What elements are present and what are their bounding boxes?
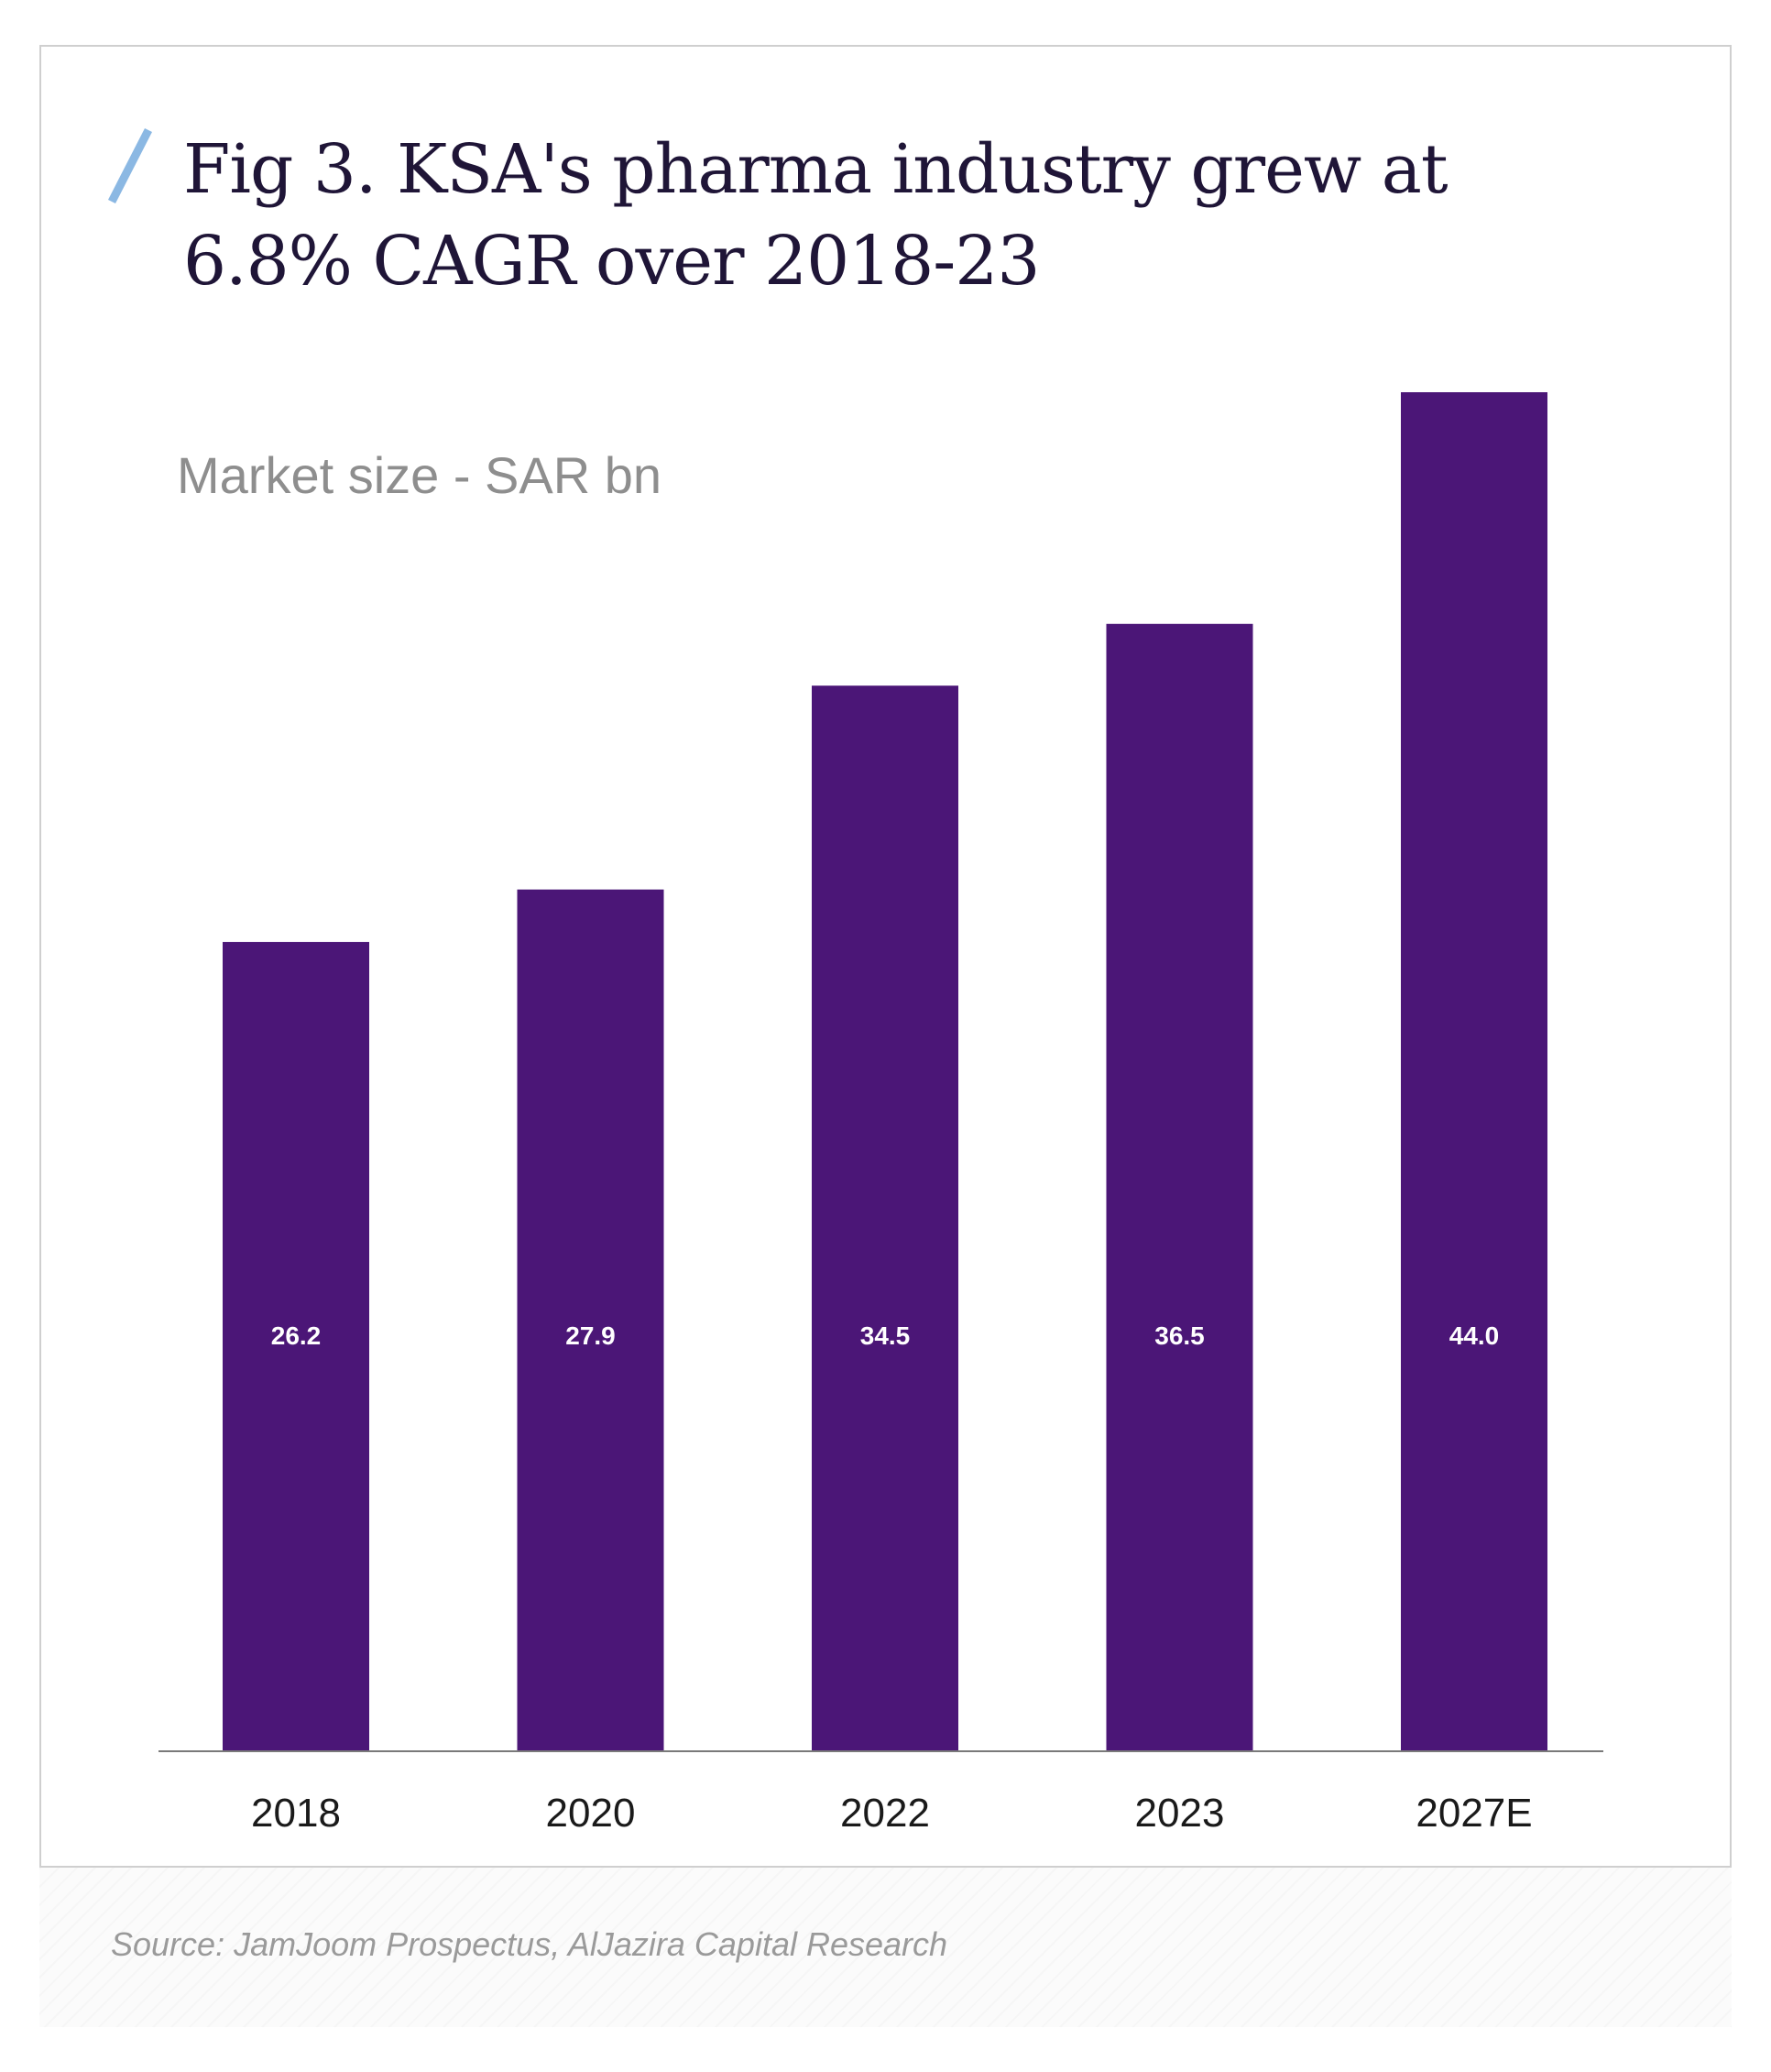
bar-2018 — [223, 941, 369, 1751]
x-tick-label-2022: 2022 — [840, 1791, 930, 1836]
chart-title-line-1: Fig 3. KSA's pharma industry grew at — [183, 130, 1449, 209]
x-tick-label-2020: 2020 — [546, 1791, 636, 1836]
bar-2022 — [812, 685, 958, 1752]
bar-2023 — [1106, 623, 1253, 1751]
x-tick-label-2023: 2023 — [1135, 1791, 1225, 1836]
x-tick-label-2018: 2018 — [251, 1791, 341, 1836]
chart-footer: Source: JamJoom Prospectus, AlJazira Cap… — [39, 1866, 1732, 2027]
slash-icon — [107, 127, 153, 204]
bar-2027E — [1401, 392, 1547, 1751]
data-label-2020: 27.9 — [565, 1321, 616, 1350]
chart-subtitle: Market size - SAR bn — [177, 446, 661, 504]
bars-group: 26.2 27.9 34.5 36.5 44.0 — [223, 392, 1547, 1752]
data-label-2023: 36.5 — [1154, 1321, 1205, 1350]
bar-2020 — [517, 889, 664, 1751]
data-label-2022: 34.5 — [860, 1321, 911, 1350]
x-tick-label-2027E: 2027E — [1416, 1791, 1532, 1836]
chart-title: Fig 3. KSA's pharma industry grew at 6.8… — [183, 124, 1466, 307]
x-tick-labels: 2018 2020 2022 2023 2027E — [251, 1791, 1533, 1836]
bar-chart: Market size - SAR bn 26.2 27.9 34.5 36.5 44.… — [159, 392, 1603, 1836]
chart-title-line-2: 6.8% CAGR over 2018-23 — [183, 222, 1040, 301]
data-label-2027E: 44.0 — [1449, 1321, 1500, 1350]
source-note: Source: JamJoom Prospectus, AlJazira Cap… — [111, 1925, 948, 1963]
data-label-2018: 26.2 — [271, 1321, 322, 1350]
